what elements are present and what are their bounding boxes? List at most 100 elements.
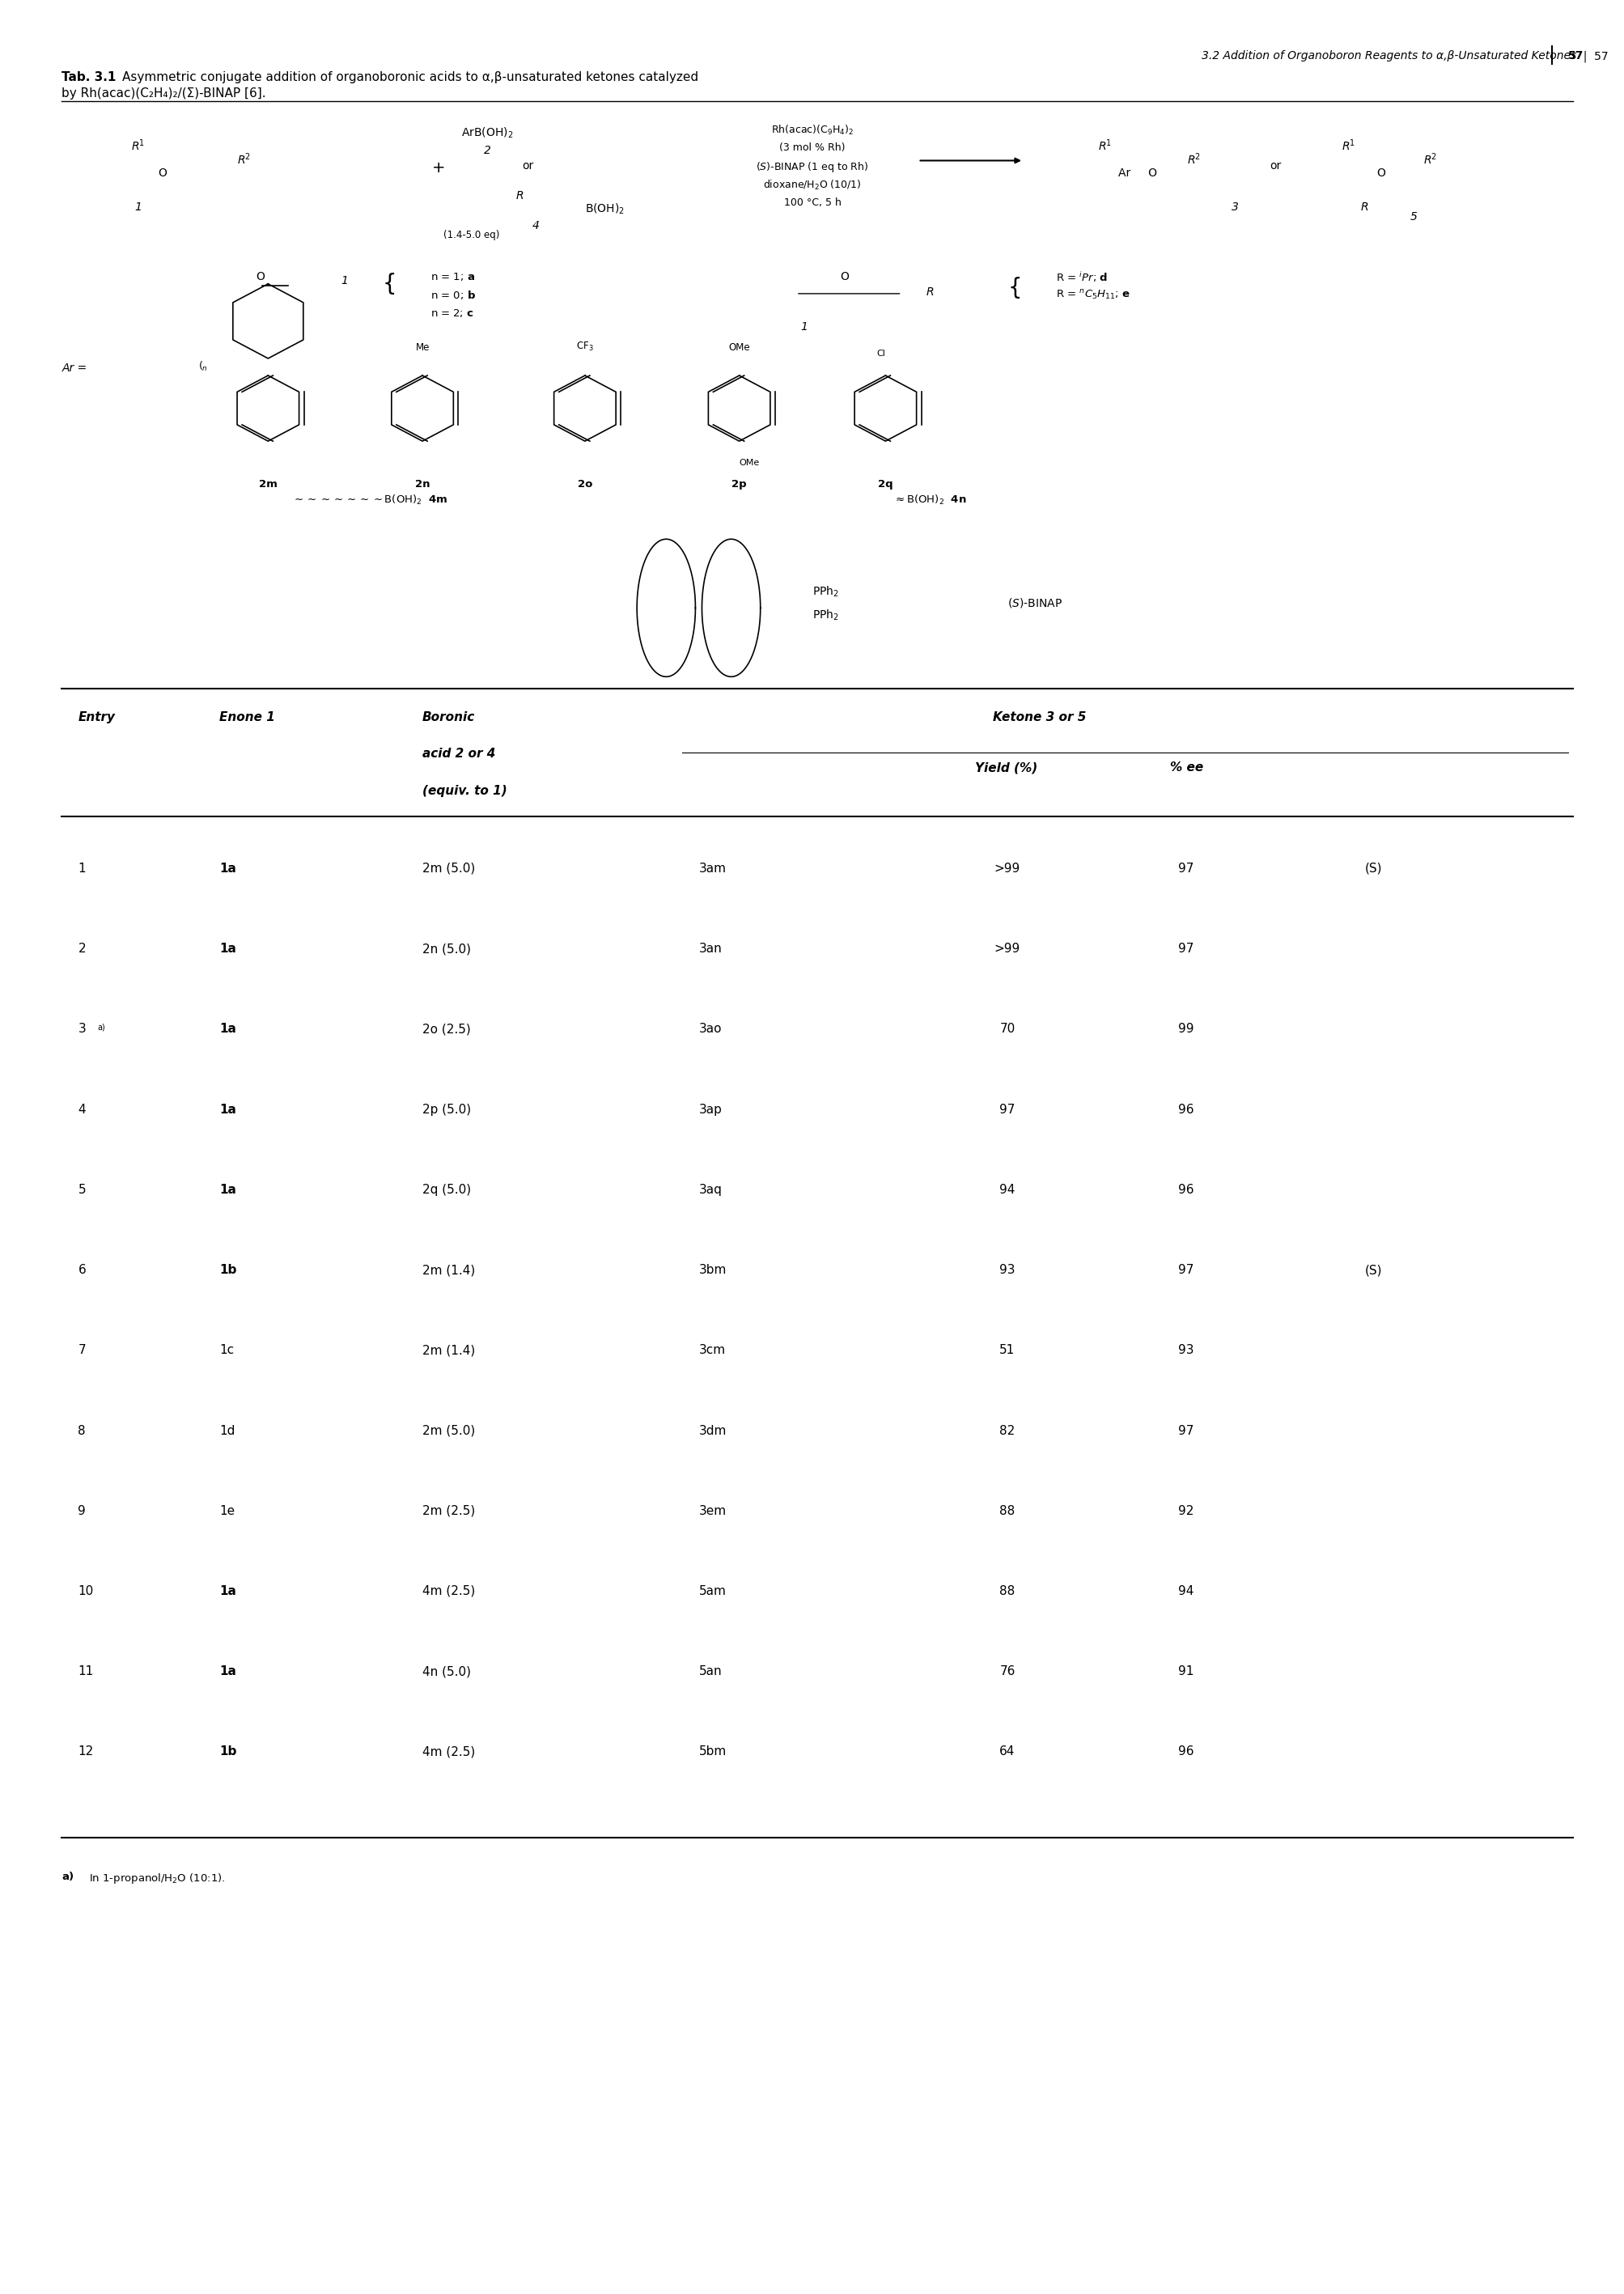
Text: R$^2$: R$^2$ (1187, 151, 1200, 167)
Text: 4: 4 (78, 1103, 86, 1115)
Text: 94: 94 (999, 1184, 1015, 1195)
Text: 9: 9 (78, 1505, 86, 1516)
Text: ($S$)-BINAP (1 eq to Rh): ($S$)-BINAP (1 eq to Rh) (755, 161, 869, 174)
Text: 2m (1.4): 2m (1.4) (422, 1344, 474, 1356)
Text: n = 1; $\bf{a}$: n = 1; $\bf{a}$ (430, 271, 474, 282)
Text: 7: 7 (78, 1344, 86, 1356)
Text: (1.4-5.0 eq): (1.4-5.0 eq) (443, 229, 499, 241)
Text: 92: 92 (1177, 1505, 1194, 1516)
Text: 1a: 1a (219, 1184, 235, 1195)
Text: R = $^nC_5H_{11}$; $\bf{e}$: R = $^nC_5H_{11}$; $\bf{e}$ (1056, 289, 1130, 303)
Text: O: O (255, 271, 265, 282)
Text: 2m (1.4): 2m (1.4) (422, 1264, 474, 1275)
Text: PPh$_2$: PPh$_2$ (812, 608, 838, 622)
Text: 2m (5.0): 2m (5.0) (422, 863, 474, 874)
Text: >99: >99 (994, 863, 1020, 874)
Text: R$^1$: R$^1$ (132, 138, 145, 154)
Text: 76: 76 (999, 1665, 1015, 1677)
Text: 2q: 2q (877, 479, 893, 489)
Text: 2m: 2m (258, 479, 278, 489)
Text: ($S$)-BINAP: ($S$)-BINAP (1007, 596, 1062, 610)
Text: 1d: 1d (219, 1425, 235, 1436)
Text: 5an: 5an (698, 1665, 721, 1677)
Text: Entry: Entry (78, 711, 115, 723)
Text: B(OH)$_2$: B(OH)$_2$ (585, 202, 624, 216)
Text: 1a: 1a (219, 1103, 235, 1115)
Text: 1a: 1a (219, 1665, 235, 1677)
Text: 94: 94 (1177, 1585, 1194, 1597)
Text: 2m (5.0): 2m (5.0) (422, 1425, 474, 1436)
Text: n = 0; $\bf{b}$: n = 0; $\bf{b}$ (430, 289, 476, 301)
Text: $\{$: $\{$ (1007, 275, 1020, 301)
Text: acid 2 or 4: acid 2 or 4 (422, 748, 495, 759)
Text: 97: 97 (999, 1103, 1015, 1115)
Text: 3: 3 (78, 1023, 86, 1035)
Text: 3dm: 3dm (698, 1425, 726, 1436)
Text: 2p (5.0): 2p (5.0) (422, 1103, 471, 1115)
Text: Ketone 3 or 5: Ketone 3 or 5 (992, 711, 1086, 723)
Text: 3am: 3am (698, 863, 726, 874)
Text: ArB(OH)$_2$: ArB(OH)$_2$ (461, 126, 513, 140)
Text: 4n (5.0): 4n (5.0) (422, 1665, 471, 1677)
Text: 1: 1 (341, 275, 348, 287)
Text: 3aq: 3aq (698, 1184, 721, 1195)
Text: 1e: 1e (219, 1505, 235, 1516)
Text: Ar =: Ar = (62, 362, 88, 374)
Text: 96: 96 (1177, 1103, 1194, 1115)
Text: 4m (2.5): 4m (2.5) (422, 1585, 474, 1597)
Text: 2n (5.0): 2n (5.0) (422, 943, 471, 954)
Text: 2q (5.0): 2q (5.0) (422, 1184, 471, 1195)
Text: 2: 2 (484, 145, 490, 156)
Text: 3ap: 3ap (698, 1103, 721, 1115)
Text: a): a) (62, 1872, 75, 1883)
Text: $\sim\sim\sim\sim\sim\sim\sim$B(OH)$_2$  $\bf{4m}$: $\sim\sim\sim\sim\sim\sim\sim$B(OH)$_2$ … (292, 493, 448, 507)
Text: R$^2$: R$^2$ (1423, 151, 1436, 167)
Text: 11: 11 (78, 1665, 94, 1677)
Text: (3 mol % Rh): (3 mol % Rh) (780, 142, 844, 154)
Text: (S): (S) (1364, 863, 1382, 874)
Text: O: O (1376, 167, 1385, 179)
Text: 1: 1 (135, 202, 141, 213)
Text: 5: 5 (1410, 211, 1416, 223)
Text: O: O (158, 167, 167, 179)
Text: $(_n$: $(_n$ (198, 360, 208, 374)
Text: a): a) (97, 1023, 106, 1032)
Text: 82: 82 (999, 1425, 1015, 1436)
Text: 70: 70 (999, 1023, 1015, 1035)
Text: OMe: OMe (728, 342, 750, 353)
Text: 51: 51 (999, 1344, 1015, 1356)
Text: or: or (521, 161, 534, 172)
Text: O: O (840, 271, 849, 282)
Text: 5: 5 (78, 1184, 86, 1195)
Text: Cl: Cl (877, 349, 885, 358)
Text: Ar     O: Ar O (1117, 167, 1156, 179)
Text: R: R (1361, 202, 1367, 213)
Text: 1a: 1a (219, 943, 235, 954)
Text: 3an: 3an (698, 943, 721, 954)
Text: 6: 6 (78, 1264, 86, 1275)
Text: 57: 57 (1567, 50, 1583, 62)
Text: 2n: 2n (414, 479, 430, 489)
Text: 96: 96 (1177, 1184, 1194, 1195)
Text: 97: 97 (1177, 1425, 1194, 1436)
Text: 8: 8 (78, 1425, 86, 1436)
Text: 3bm: 3bm (698, 1264, 726, 1275)
Text: (equiv. to 1): (equiv. to 1) (422, 785, 507, 796)
Text: 96: 96 (1177, 1746, 1194, 1757)
Text: 1c: 1c (219, 1344, 234, 1356)
Text: R: R (926, 287, 934, 298)
Text: 97: 97 (1177, 943, 1194, 954)
Text: Rh(acac)(C$_9$H$_4$)$_2$: Rh(acac)(C$_9$H$_4$)$_2$ (771, 124, 853, 138)
Text: 10: 10 (78, 1585, 94, 1597)
Text: 64: 64 (999, 1746, 1015, 1757)
Text: +: + (432, 161, 445, 177)
Text: % ee: % ee (1169, 762, 1203, 773)
Text: by Rh(acac)(C₂H₄)₂/(Σ)-BINAP [6].: by Rh(acac)(C₂H₄)₂/(Σ)-BINAP [6]. (62, 87, 266, 99)
Text: 97: 97 (1177, 863, 1194, 874)
Text: 99: 99 (1177, 1023, 1194, 1035)
Text: 93: 93 (1177, 1344, 1194, 1356)
Text: 91: 91 (1177, 1665, 1194, 1677)
Text: PPh$_2$: PPh$_2$ (812, 585, 838, 599)
Text: 5bm: 5bm (698, 1746, 726, 1757)
Text: 1: 1 (78, 863, 86, 874)
